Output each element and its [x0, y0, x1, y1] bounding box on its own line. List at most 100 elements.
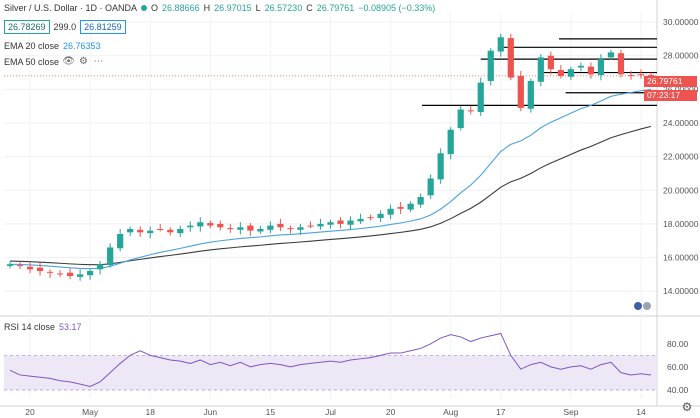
price-tick-label: 22.00000: [663, 152, 699, 162]
symbol-title[interactable]: Silver / U.S. Dollar · 1D · OANDA: [4, 3, 138, 13]
open-label: O: [151, 3, 159, 13]
price-tick-label: 26.00000: [663, 84, 699, 94]
time-tick-label: 18: [145, 407, 155, 417]
ema20-legend[interactable]: EMA 20 close 26.76353: [4, 41, 101, 51]
candle-body: [237, 227, 244, 230]
candle-body: [397, 207, 404, 209]
candle-body: [247, 225, 254, 231]
candlestick-series: [6, 33, 655, 281]
price-tick-label: 28.00000: [663, 51, 699, 61]
candle-body: [157, 228, 164, 230]
candle-body: [447, 129, 454, 155]
settings-gear-icon[interactable]: ⚙: [79, 56, 89, 67]
rsi-value: 53.17: [59, 322, 82, 332]
time-tick-label: 14: [636, 407, 646, 417]
candle-body: [587, 66, 595, 75]
bid-button[interactable]: 26.78269: [4, 20, 50, 34]
open-value: 26.88666: [162, 3, 200, 13]
rsi-panel: [4, 332, 657, 391]
candle-body: [167, 229, 174, 233]
candle-body: [127, 228, 134, 233]
candle-body: [597, 59, 605, 76]
candle-body: [307, 225, 314, 227]
rsi-axis[interactable]: 80.00 60.00 40.00: [667, 339, 689, 395]
candle-body: [507, 38, 514, 78]
eye-icon[interactable]: 👁: [62, 56, 75, 67]
time-tick-label: 15: [266, 407, 276, 417]
rsi-band: [4, 355, 657, 390]
candle-body: [117, 234, 124, 249]
ema50-legend[interactable]: EMA 50 close 👁 ⚙ ⋯: [4, 56, 104, 67]
candle-body: [207, 223, 214, 226]
candle-body: [477, 82, 484, 113]
candle-body: [617, 53, 625, 75]
candle-body: [327, 222, 334, 225]
ask-button[interactable]: 26.81259: [80, 20, 126, 34]
candle-body: [637, 74, 645, 76]
price-tick-label: 14.00000: [663, 286, 699, 296]
low-value: 26.57230: [264, 3, 303, 13]
candle-body: [87, 271, 94, 276]
rsi-tick-label: 40.00: [667, 385, 689, 395]
rsi-label: RSI 14 close: [4, 322, 56, 332]
candle-body: [647, 75, 655, 77]
time-tick-label: Jun: [203, 407, 217, 417]
candle-body: [337, 220, 344, 224]
price-tick-label: 30.00000: [663, 17, 699, 27]
quote-legend: 26.78269 299.0 26.81259: [4, 20, 126, 34]
settings-gear-icon[interactable]: ⚙: [681, 400, 693, 414]
rsi-tick-label: 60.00: [667, 362, 689, 372]
ema20-label: EMA 20 close: [4, 41, 60, 51]
candle-body: [177, 228, 184, 234]
candle-body: [537, 57, 544, 82]
us-flag-icon: [634, 302, 642, 310]
candle-body: [6, 264, 14, 266]
time-tick-label: Aug: [443, 407, 458, 417]
candle-body: [147, 230, 154, 234]
close-value: 26.79761: [316, 3, 355, 13]
candle-body: [407, 203, 414, 210]
candle-body: [16, 265, 24, 267]
time-tick-label: Jul: [325, 407, 336, 417]
time-tick-label: 20: [386, 407, 396, 417]
rsi-line: [9, 332, 652, 388]
candle-body: [287, 228, 294, 230]
candle-body: [377, 213, 384, 219]
candle-body: [527, 80, 534, 109]
ema-50-line: [9, 125, 652, 266]
candle-body: [547, 55, 554, 70]
more-icon[interactable]: ⋯: [93, 56, 104, 67]
candle-body: [427, 178, 434, 196]
silver-icon: [643, 302, 651, 310]
rsi-legend[interactable]: RSI 14 close 53.17: [4, 322, 82, 332]
candle-body: [437, 153, 444, 180]
price-tick-label: 18.00000: [663, 219, 699, 229]
candle-body: [347, 220, 354, 225]
candle-body: [317, 223, 324, 227]
ema50-label: EMA 50 close: [4, 56, 60, 67]
candle-body: [187, 225, 194, 228]
rsi-tick-label: 80.00: [667, 339, 689, 349]
candle-body: [417, 197, 424, 205]
price-axis[interactable]: 30.00000 28.00000 26.00000 24.00000 22.00000…: [663, 17, 699, 296]
ema-50-path: [9, 125, 652, 266]
flag-icons: [634, 302, 651, 310]
spread-value: 299.0: [53, 22, 77, 32]
high-value: 26.97015: [214, 3, 252, 13]
candle-body: [517, 75, 524, 108]
candle-body: [357, 218, 364, 222]
candle-body: [257, 228, 264, 232]
price-tick-label: 24.00000: [663, 118, 699, 128]
candle-body: [277, 223, 284, 228]
candle-body: [367, 217, 374, 219]
price-tick-label: 16.00000: [663, 253, 699, 263]
market-status-icon: [141, 5, 148, 11]
candle-body: [197, 222, 204, 227]
countdown-tag: 07:23:17: [644, 90, 697, 101]
time-axis[interactable]: 20 May 18 Jun 15 Jul 20 Aug 17 Sep 14: [25, 407, 646, 417]
candle-body: [56, 273, 64, 275]
candle-body: [607, 52, 615, 58]
ema-20-line: [9, 88, 652, 270]
candle-body: [387, 208, 394, 215]
